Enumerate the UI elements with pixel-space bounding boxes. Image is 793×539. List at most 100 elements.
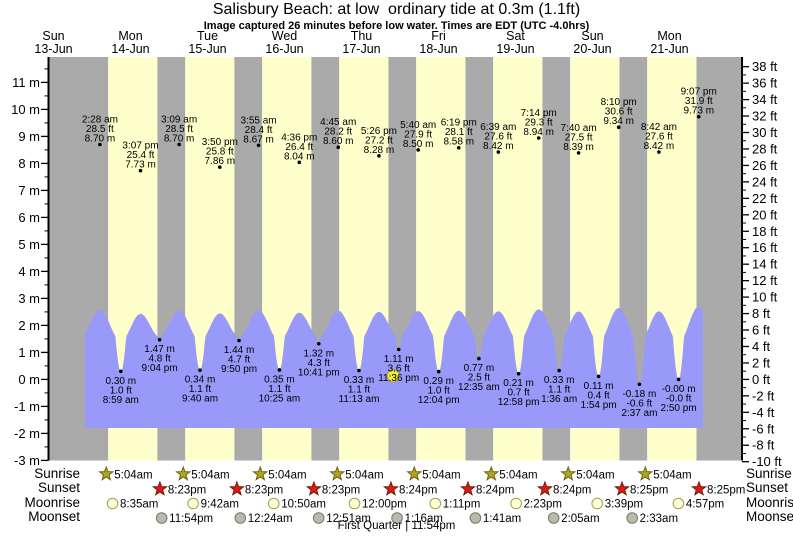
tide-annotation-line: 8.42 m	[644, 141, 675, 152]
tide-annotation-line: 3:50 pm	[202, 137, 238, 148]
tide-extreme-dot	[416, 148, 420, 152]
sunset-star-icon	[690, 480, 708, 496]
tide-annotation-line: 28.5 ft	[165, 124, 193, 135]
capture-marker-dot	[386, 369, 400, 383]
ft-tick-label: 32 ft	[752, 109, 778, 124]
day-name-label: Wed	[272, 29, 298, 43]
moonrise-time: 1:11pm	[443, 499, 481, 511]
day-date-label: 16-Jun	[265, 42, 303, 56]
tide-annotation-line: 10:41 pm	[298, 367, 340, 378]
tide-extreme-dot	[596, 374, 601, 379]
tide-annotation-line: 8.04 m	[284, 151, 315, 162]
tide-annotation-line: 0.34 m	[185, 375, 216, 386]
moonset-time: 2:33am	[640, 513, 678, 525]
day-date-label: 21-Jun	[650, 42, 688, 56]
sunrise-star-icon	[483, 465, 500, 481]
row-label-moonset-left: Moonset	[28, 509, 80, 524]
day-name-label: Sat	[506, 29, 525, 43]
tide-annotation-line: 3:55 am	[240, 115, 276, 126]
tide-annotation-line: 1.44 m	[224, 345, 255, 356]
day-date-label: 14-Jun	[111, 42, 149, 56]
tide-annotation-line: 7.73 m	[125, 160, 156, 171]
sunset-star-icon	[151, 480, 168, 496]
m-tick-label: 5 m	[18, 237, 40, 252]
day-name-label: Sun	[581, 29, 603, 43]
tide-extreme-dot	[436, 369, 441, 374]
tide-annotation-line: 0.7 ft	[507, 388, 529, 399]
sunrise-time: 5:04am	[576, 470, 614, 482]
tide-annotation-line: 10:25 am	[259, 393, 301, 404]
moonrise-time: 2:23pm	[524, 499, 562, 511]
tide-annotation-line: 12:58 pm	[498, 397, 540, 408]
tide-annotation-line: 9.73 m	[683, 106, 714, 117]
moonrise-icon	[187, 497, 199, 510]
moonset-time: 1:41am	[483, 513, 521, 525]
tide-annotation-line: 1.0 ft	[110, 385, 132, 396]
tide-extreme-dot	[456, 145, 461, 150]
tide-annotation-line: 8.70 m	[85, 134, 116, 145]
tide-annotation-line: 1:54 pm	[581, 400, 617, 411]
tide-annotation-line: 27.2 ft	[365, 135, 393, 146]
ft-tick-label: 4 ft	[752, 339, 770, 354]
tide-extreme-dot	[557, 368, 561, 373]
m-tick-label: 11 m	[12, 75, 40, 90]
m-tick-label: 1 m	[18, 345, 40, 360]
moonset-icon	[469, 512, 482, 524]
moon-phase-note: First Quarter | 11:54pm	[337, 520, 456, 532]
moonset-icon	[626, 512, 638, 524]
ft-tick-label: 14 ft	[752, 257, 778, 272]
tide-extreme-dot	[536, 136, 541, 140]
tide-annotation-line: 6:19 pm	[441, 118, 477, 129]
m-tick-label: 2 m	[18, 318, 40, 333]
tide-extreme-dot	[496, 150, 501, 154]
tide-annotation-line: 9:04 pm	[142, 363, 178, 374]
tide-annotation-line: 1.1 ft	[548, 384, 570, 395]
tide-annotation-line: 2:37 am	[621, 408, 657, 419]
tide-annotation-line: 0.35 m	[264, 374, 295, 385]
sunrise-time: 5:04am	[499, 470, 537, 482]
day-name-label: Mon	[657, 29, 681, 43]
tide-extreme-dot	[138, 168, 143, 173]
ft-tick-label: 22 ft	[752, 191, 778, 206]
tide-annotation-line: 1.1 ft	[189, 384, 211, 395]
tide-annotation-line: 7:14 pm	[521, 108, 557, 119]
ft-tick-label: 28 ft	[752, 141, 778, 156]
sunrise-star-icon	[252, 465, 269, 481]
tide-annotation-line: 0.77 m	[464, 363, 495, 374]
tide-annotation-line: -0.00 m	[662, 384, 696, 395]
tide-annotation-line: 26.4 ft	[285, 142, 313, 153]
ft-tick-label: -8 ft	[752, 438, 775, 453]
row-label-moonrise-left: Moonrise	[24, 495, 80, 510]
moonset-time: 1:16am	[405, 513, 443, 525]
sunset-star-icon	[613, 480, 631, 496]
tide-annotation-line: 0.33 m	[544, 375, 575, 386]
tide-annotation-line: 2:28 am	[82, 115, 118, 126]
tide-annotation-line: 8.50 m	[403, 139, 434, 150]
tide-annotation-line: 1.32 m	[303, 348, 334, 359]
tide-curve-area	[85, 306, 703, 428]
tide-extreme-dot	[377, 154, 381, 158]
day-labels: Sun13-JunMon14-JunTue15-JunWed16-JunThu1…	[34, 29, 688, 56]
tide-annotation-line: 1.0 ft	[428, 386, 450, 397]
sunset-time: 8:23pm	[168, 485, 206, 497]
tide-annotation-line: 27.6 ft	[484, 132, 512, 143]
moonset-time: 12:51am	[326, 513, 371, 525]
tide-annotation-line: 25.8 ft	[206, 147, 234, 158]
tide-annotation-line: 4.8 ft	[148, 354, 170, 365]
tide-annotation-line: 11:13 am	[339, 394, 380, 405]
tide-annotation-line: 8:42 am	[641, 122, 677, 133]
sunrise-star-icon	[329, 465, 346, 481]
sunset-time: 8:25pm	[630, 485, 668, 497]
tide-annotation-line: -0.0 ft	[666, 393, 692, 404]
tide-annotation-line: 8.60 m	[323, 136, 354, 147]
tide-extreme-dot	[177, 142, 181, 147]
m-tick-label: 6 m	[18, 210, 40, 225]
tide-extreme-dot	[277, 368, 282, 372]
capture-note: Image captured 26 minutes before low wat…	[203, 20, 590, 32]
row-label-sunset-right: Sunset	[746, 480, 789, 495]
moonset-icon	[312, 512, 325, 524]
tide-extreme-dot	[316, 341, 321, 346]
sunset-time: 8:24pm	[476, 485, 514, 497]
